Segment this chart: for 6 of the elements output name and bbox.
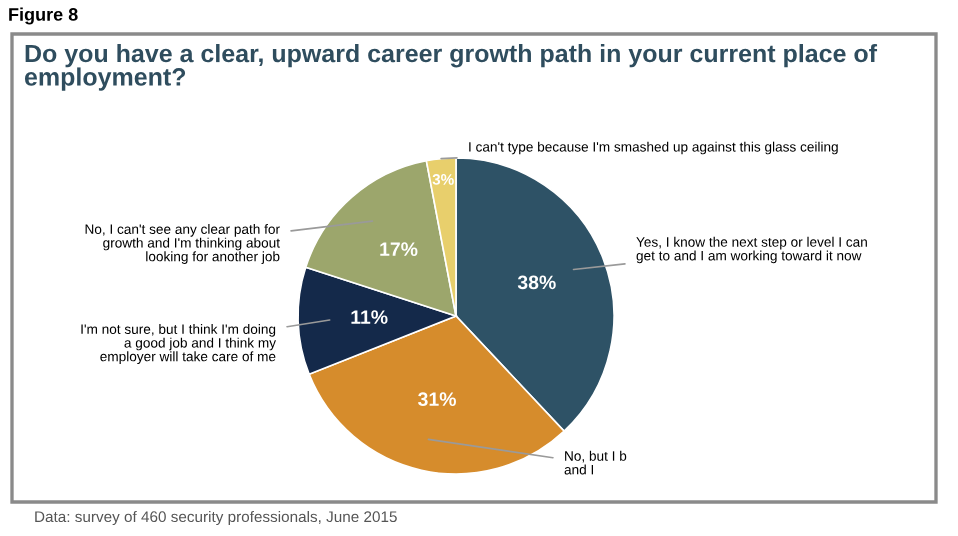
data-label: 11% (351, 310, 388, 324)
caption: Figure 8 (9, 7, 78, 25)
data-label: 38% (517, 275, 556, 290)
data-label: 17% (380, 242, 418, 256)
chart-title: Do you have a clear, upward career growth path in your current place of employment? (24, 44, 878, 91)
data-label: 31% (418, 392, 456, 407)
